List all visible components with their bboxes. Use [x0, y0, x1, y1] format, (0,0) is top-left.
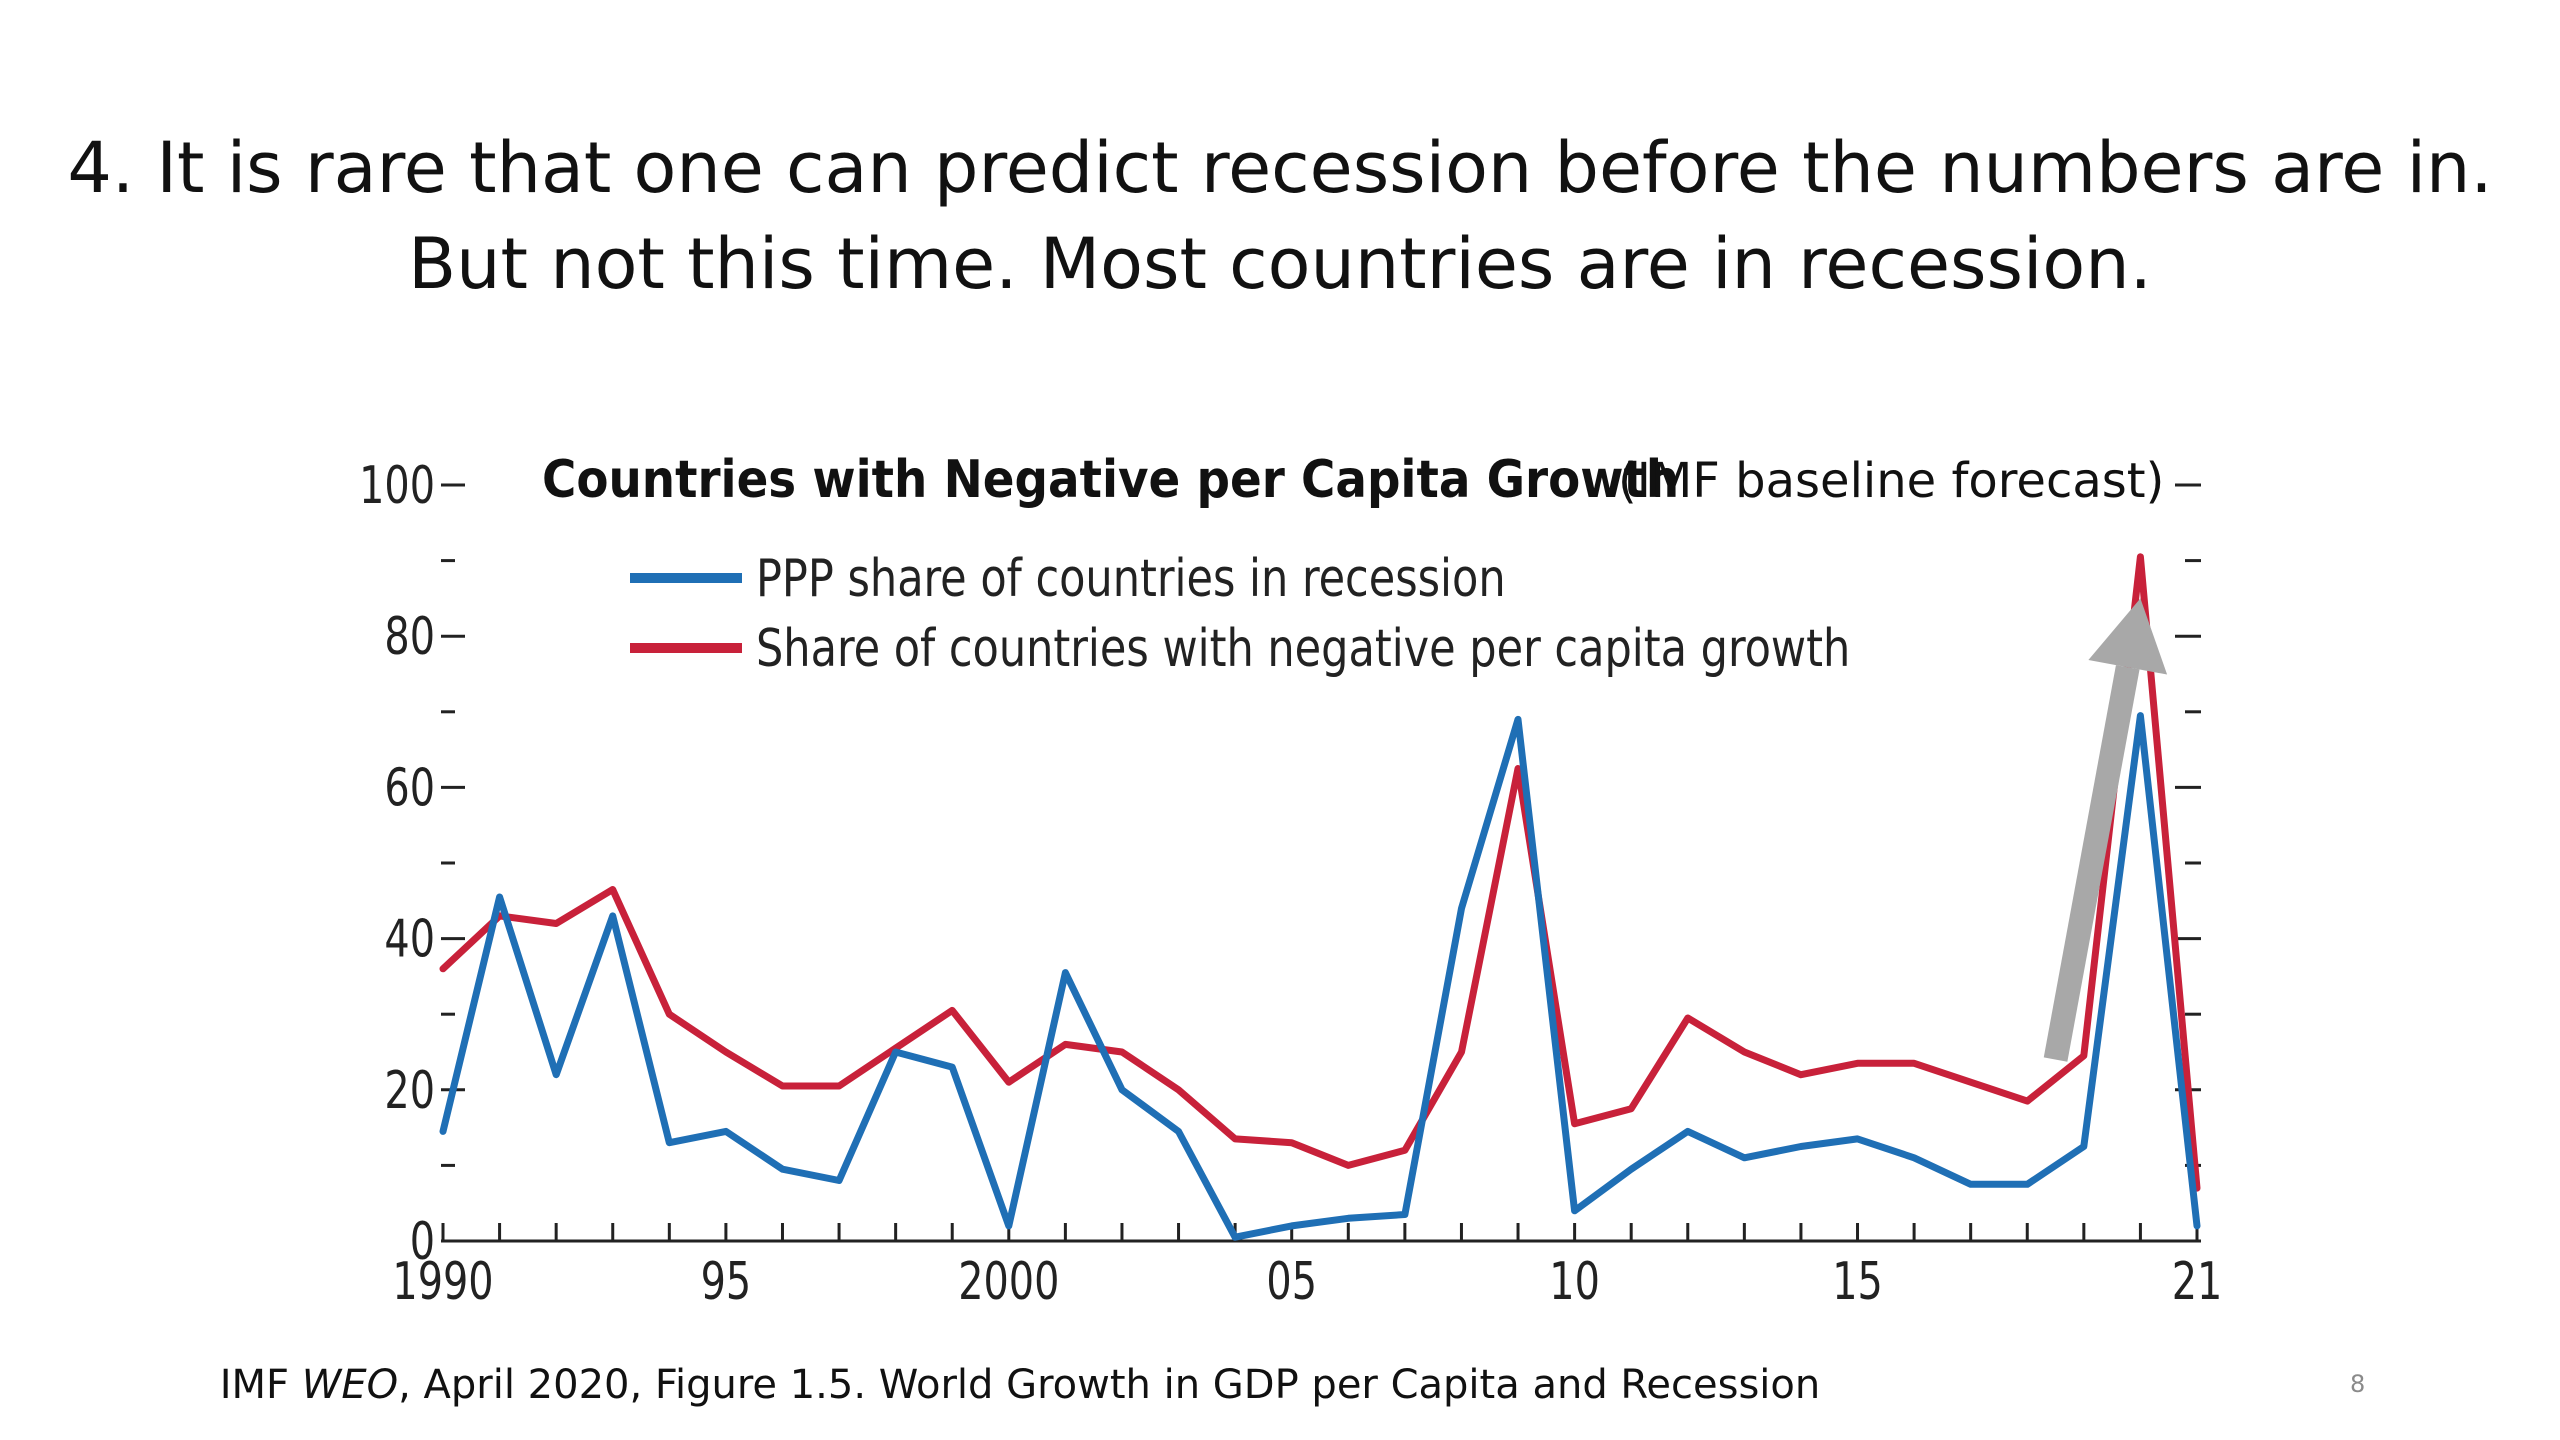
slide-title-line-2: But not this time. Most countries are in…: [408, 223, 2152, 305]
slide-title: 4. It is rare that one can predict reces…: [0, 120, 2560, 312]
x-tick-label-21: 21: [2172, 1252, 2223, 1312]
y-tick-label-40: 40: [384, 909, 435, 969]
x-tick-label-1990: 1990: [392, 1252, 493, 1312]
chart-title: Countries with Negative per Capita Growt…: [542, 450, 1679, 510]
chart-subtitle: (IMF baseline forecast): [1618, 453, 2164, 509]
caption-publication: WEO: [301, 1362, 399, 1408]
caption-source: IMF: [219, 1362, 302, 1408]
legend-label-1: PPP share of countries in recession: [756, 548, 1506, 608]
y-tick-label-100: 100: [359, 456, 435, 516]
series-line-2: [439, 553, 2201, 1192]
slide-title-line-1: 4. It is rare that one can predict reces…: [67, 127, 2493, 209]
caption-description: , April 2020, Figure 1.5. World Growth i…: [398, 1362, 1821, 1408]
y-tick-label-60: 60: [384, 758, 435, 818]
x-tick-label-2000: 2000: [958, 1252, 1059, 1312]
x-tick-label-15: 15: [1832, 1252, 1883, 1312]
page-number: 8: [2350, 1370, 2366, 1398]
legend-label-2: Share of countries with negative per cap…: [756, 618, 1850, 678]
x-tick-label-95: 95: [701, 1252, 752, 1312]
y-tick-label-80: 80: [384, 607, 435, 667]
y-tick-label-0: 0: [410, 1212, 435, 1272]
annotation-arrow-head: [2088, 598, 2168, 675]
annotation-arrow-shaft: [2043, 665, 2140, 1062]
y-tick-label-20: 20: [384, 1060, 435, 1120]
x-tick-label-10: 10: [1549, 1252, 1600, 1312]
series-line-1: [439, 712, 2201, 1241]
x-tick-label-05: 05: [1266, 1252, 1317, 1312]
figure-caption: IMF WEO, April 2020, Figure 1.5. World G…: [0, 1362, 2040, 1408]
